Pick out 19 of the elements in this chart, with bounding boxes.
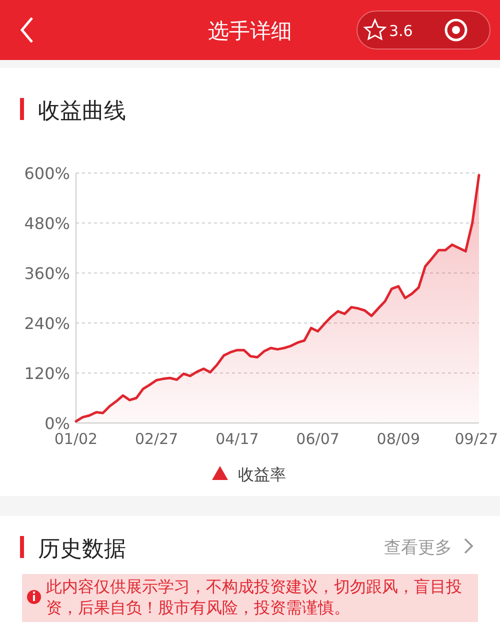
- text: 此内容仅供展示学习，不构成投资建议，切勿跟风，盲目投资，后果自负！股市有风险，投资需谨慎。: [46, 576, 463, 618]
- x-tick-label: 06/07: [296, 430, 340, 448]
- y-tick-label: 0%: [44, 414, 70, 433]
- chart-title: 收益曲线: [38, 99, 126, 124]
- y-tick-label: 600%: [24, 164, 70, 183]
- text: 选手详细: [208, 19, 292, 43]
- text: 历史数据: [38, 537, 126, 562]
- text: 查看更多: [384, 538, 452, 558]
- x-tick-label: 01/02: [54, 430, 98, 448]
- y-tick-label: 240%: [24, 314, 70, 333]
- x-tick-label: 02/27: [134, 430, 178, 448]
- y-tick-label: 480%: [24, 214, 70, 233]
- y-tick-label: 360%: [24, 264, 70, 283]
- text: 3.6: [389, 22, 413, 40]
- x-tick-label: 09/27: [454, 430, 498, 448]
- y-tick-label: 120%: [24, 364, 70, 383]
- x-tick-label: 08/09: [376, 430, 420, 448]
- x-tick-label: 04/17: [216, 430, 259, 448]
- legend-label: 收益率: [238, 465, 286, 484]
